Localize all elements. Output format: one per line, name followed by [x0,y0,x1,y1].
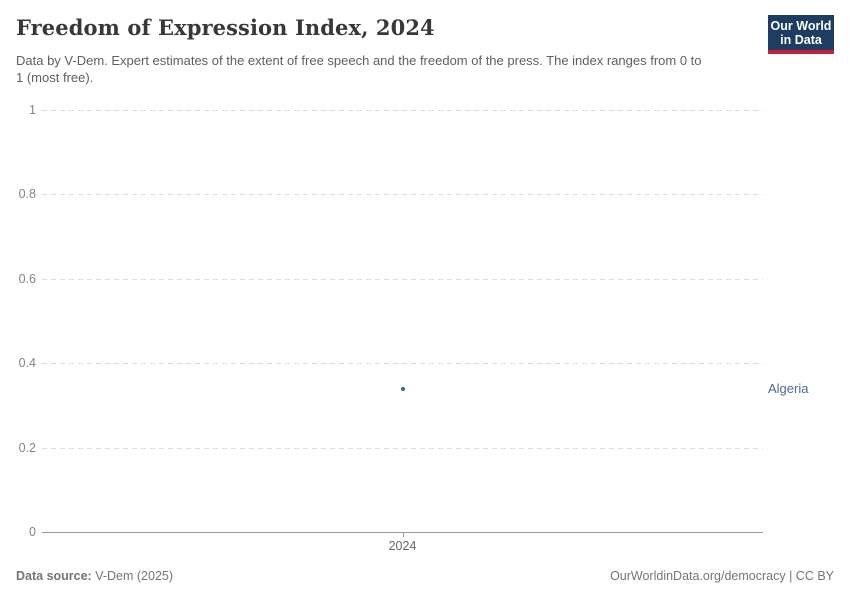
x-axis-tick [402,532,404,537]
owid-logo-line2: in Data [780,33,822,47]
data-point-algeria[interactable] [400,386,405,391]
gridline [42,278,763,280]
owid-logo-line1: Our World [770,19,832,33]
chart-title: Freedom of Expression Index, 2024 [16,15,435,40]
data-source-value: V-Dem (2025) [91,569,174,583]
gridline [42,110,763,111]
gridline [42,194,763,196]
chart-footer: Data source: V-Dem (2025) OurWorldinData… [16,569,834,583]
footer-attribution: OurWorldinData.org/democracy | CC BY [610,569,834,583]
x-axis-tick-label: 2024 [388,539,417,553]
footer-separator: | [785,569,796,583]
owid-logo[interactable]: Our World in Data [768,15,834,54]
owid-url-link[interactable]: OurWorldinData.org/democracy [610,569,786,583]
entity-label-algeria[interactable]: Algeria [768,380,809,396]
gridline [42,447,763,449]
y-axis-tick-label: 0.4 [18,356,36,371]
gridline [42,363,763,365]
y-axis-tick-label: 1 [29,103,36,117]
y-axis-tick-label: 0 [29,525,36,539]
data-source-label: Data source: [16,569,92,583]
y-axis-tick-label: 0.6 [18,271,36,286]
license-label: CC BY [795,569,834,583]
y-axis-tick-label: 0.8 [18,187,36,202]
chart-subtitle: Data by V-Dem. Expert estimates of the e… [16,53,702,85]
data-source-note: Data source: V-Dem (2025) [16,569,173,583]
y-axis-tick-label: 0.2 [18,440,36,455]
